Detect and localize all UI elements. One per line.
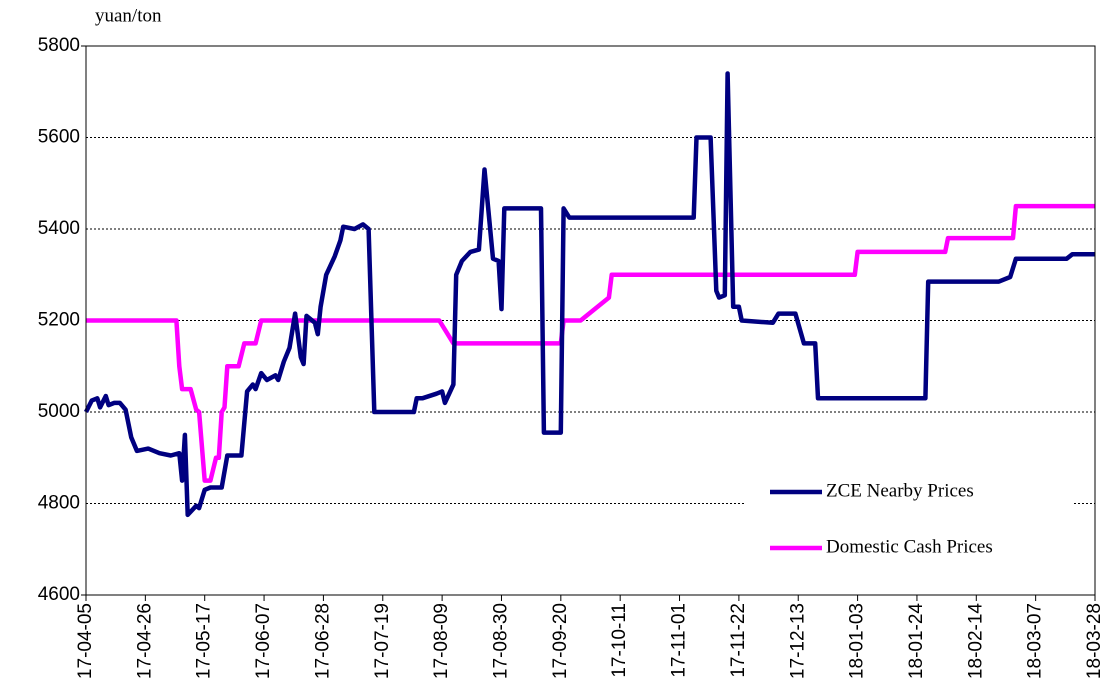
plot-frame xyxy=(85,45,1096,596)
x-tick-label: 17-06-07 xyxy=(253,603,274,679)
x-tick-label: 17-04-26 xyxy=(134,603,155,679)
y-tick-label: 5200 xyxy=(38,310,80,331)
x-tick-label: 17-10-11 xyxy=(609,603,630,678)
y-tick-label: 4600 xyxy=(38,584,80,605)
y-tick-label: 5600 xyxy=(38,127,80,148)
x-tick-label: 18-01-24 xyxy=(906,603,927,679)
y-axis-unit: yuan/ton xyxy=(95,5,162,26)
x-tick-label: 17-09-20 xyxy=(550,603,571,679)
x-tick-label: 18-02-14 xyxy=(965,603,986,679)
series-line xyxy=(86,203,1095,483)
x-tick-label: 17-12-13 xyxy=(787,603,808,679)
series-line xyxy=(83,71,1095,518)
y-tick-label: 4800 xyxy=(38,493,80,514)
y-tick-label: 5800 xyxy=(38,35,80,56)
y-tick-label: 5000 xyxy=(38,401,80,422)
x-tick-label: 17-08-09 xyxy=(431,603,452,679)
y-tick-label: 5400 xyxy=(38,218,80,239)
legend-box xyxy=(745,470,1073,580)
x-tick-label: 18-01-03 xyxy=(847,603,868,679)
x-tick-label: 17-06-28 xyxy=(312,603,333,679)
x-tick-label: 17-11-22 xyxy=(728,603,749,678)
x-tick-label: 17-08-30 xyxy=(490,603,511,679)
x-tick-label: 18-03-07 xyxy=(1025,603,1046,679)
legend-label: Domestic Cash Prices xyxy=(826,536,993,557)
x-tick-label: 17-04-05 xyxy=(75,603,96,679)
x-tick-label: 17-05-17 xyxy=(194,603,215,679)
legend-label: ZCE Nearby Prices xyxy=(826,480,974,501)
x-tick-label: 17-11-01 xyxy=(669,603,690,678)
x-tick-label: 17-07-19 xyxy=(372,603,393,679)
x-tick-label: 18-03-28 xyxy=(1084,603,1105,679)
